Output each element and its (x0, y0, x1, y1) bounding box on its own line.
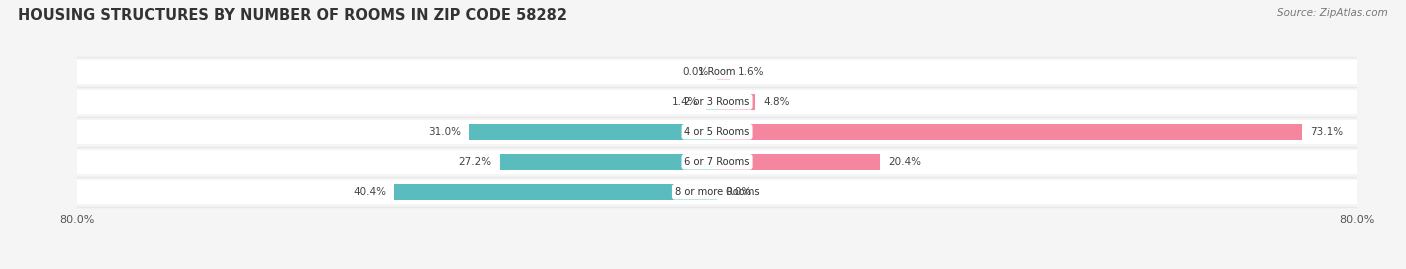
Text: 40.4%: 40.4% (353, 187, 387, 197)
Text: 8 or more Rooms: 8 or more Rooms (675, 187, 759, 197)
Bar (77, 120, 1357, 144)
Text: 1.6%: 1.6% (738, 67, 765, 77)
Text: 4.8%: 4.8% (763, 97, 790, 107)
Bar (77, 90, 1357, 114)
Text: Source: ZipAtlas.com: Source: ZipAtlas.com (1277, 8, 1388, 18)
Text: 20.4%: 20.4% (889, 157, 921, 167)
Bar (717, 94, 755, 109)
Bar (77, 60, 1357, 84)
Bar (717, 124, 1302, 140)
Text: 4 or 5 Rooms: 4 or 5 Rooms (685, 127, 749, 137)
Bar (717, 154, 880, 170)
Bar (394, 184, 717, 200)
Text: HOUSING STRUCTURES BY NUMBER OF ROOMS IN ZIP CODE 58282: HOUSING STRUCTURES BY NUMBER OF ROOMS IN… (18, 8, 567, 23)
Text: 6 or 7 Rooms: 6 or 7 Rooms (685, 157, 749, 167)
Bar (499, 154, 717, 170)
Text: 0.0%: 0.0% (683, 67, 709, 77)
Bar (77, 150, 1357, 174)
Text: 0.0%: 0.0% (725, 187, 751, 197)
Bar (717, 64, 730, 80)
Text: 31.0%: 31.0% (429, 127, 461, 137)
Bar (470, 124, 717, 140)
Text: 2 or 3 Rooms: 2 or 3 Rooms (685, 97, 749, 107)
Bar (706, 94, 717, 109)
Text: 1.4%: 1.4% (672, 97, 697, 107)
Text: 73.1%: 73.1% (1309, 127, 1343, 137)
Text: 27.2%: 27.2% (458, 157, 492, 167)
Bar (77, 180, 1357, 204)
Text: 1 Room: 1 Room (699, 67, 735, 77)
